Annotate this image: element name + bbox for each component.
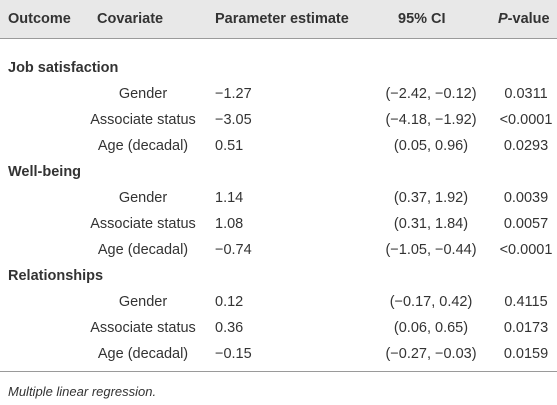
estimate-cell: 1.14 bbox=[215, 190, 244, 206]
p-value-cell: <0.0001 bbox=[499, 112, 553, 128]
ci-cell: (−1.05, −0.44) bbox=[385, 242, 477, 258]
covariate-cell: Associate status bbox=[90, 320, 196, 336]
estimate-cell: −0.15 bbox=[215, 346, 252, 362]
p-value-cell: 0.4115 bbox=[504, 294, 548, 310]
ci-cell: (0.05, 0.96) bbox=[393, 138, 469, 154]
header-cell: P-value bbox=[498, 11, 550, 27]
outcome-label: Relationships bbox=[8, 268, 104, 284]
footnote: Multiple linear regression. bbox=[8, 384, 157, 399]
bottom-rule bbox=[0, 371, 557, 372]
p-value-cell: 0.0057 bbox=[503, 216, 549, 232]
header-cell: Parameter estimate bbox=[215, 11, 349, 27]
p-value-cell: 0.0159 bbox=[503, 346, 549, 362]
estimate-cell: 0.12 bbox=[215, 294, 244, 310]
header-cell: 95% CI bbox=[398, 11, 446, 27]
header-rule bbox=[0, 38, 557, 39]
p-value-cell: 0.0311 bbox=[504, 86, 548, 102]
outcome-label: Job satisfaction bbox=[8, 60, 119, 76]
covariate-cell: Age (decadal) bbox=[97, 346, 189, 362]
covariate-cell: Gender bbox=[118, 294, 168, 310]
estimate-cell: 0.36 bbox=[215, 320, 244, 336]
estimate-cell: −0.74 bbox=[215, 242, 252, 258]
estimate-cell: 0.51 bbox=[215, 138, 244, 154]
covariate-cell: Associate status bbox=[90, 112, 196, 128]
header-background bbox=[0, 0, 557, 38]
outcome-label: Well-being bbox=[8, 164, 82, 180]
ci-cell: (0.31, 1.84) bbox=[393, 216, 469, 232]
ci-cell: (−0.27, −0.03) bbox=[385, 346, 477, 362]
header-cell: Outcome bbox=[8, 11, 71, 27]
covariate-cell: Associate status bbox=[90, 216, 196, 232]
p-value-cell: 0.0293 bbox=[503, 138, 549, 154]
covariate-cell: Gender bbox=[118, 86, 168, 102]
estimate-cell: 1.08 bbox=[215, 216, 244, 232]
estimate-cell: −1.27 bbox=[215, 86, 252, 102]
covariate-cell: Age (decadal) bbox=[97, 242, 189, 258]
ci-cell: (−2.42, −0.12) bbox=[385, 86, 477, 102]
covariate-cell: Gender bbox=[118, 190, 168, 206]
ci-cell: (0.37, 1.92) bbox=[393, 190, 469, 206]
p-value-cell: 0.0039 bbox=[503, 190, 549, 206]
p-value-cell: <0.0001 bbox=[499, 242, 553, 258]
ci-cell: (0.06, 0.65) bbox=[393, 320, 469, 336]
estimate-cell: −3.05 bbox=[215, 112, 252, 128]
p-value-cell: 0.0173 bbox=[503, 320, 549, 336]
ci-cell: (−4.18, −1.92) bbox=[385, 112, 477, 128]
covariate-cell: Age (decadal) bbox=[97, 138, 189, 154]
ci-cell: (−0.17, 0.42) bbox=[389, 294, 473, 310]
header-cell: Covariate bbox=[97, 11, 164, 27]
